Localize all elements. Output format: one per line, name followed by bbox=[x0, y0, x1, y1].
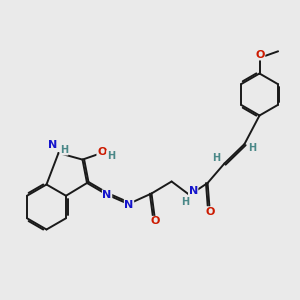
Text: H: H bbox=[106, 151, 115, 161]
Text: H: H bbox=[248, 142, 256, 153]
Text: O: O bbox=[150, 216, 160, 226]
Text: O: O bbox=[255, 50, 265, 60]
Text: H: H bbox=[212, 153, 220, 163]
Text: O: O bbox=[206, 207, 215, 217]
Text: N: N bbox=[189, 186, 198, 197]
Text: O: O bbox=[97, 147, 106, 157]
Text: N: N bbox=[124, 200, 134, 210]
Text: H: H bbox=[60, 145, 68, 155]
Text: N: N bbox=[49, 140, 58, 151]
Text: H: H bbox=[181, 196, 189, 207]
Text: N: N bbox=[103, 190, 112, 200]
